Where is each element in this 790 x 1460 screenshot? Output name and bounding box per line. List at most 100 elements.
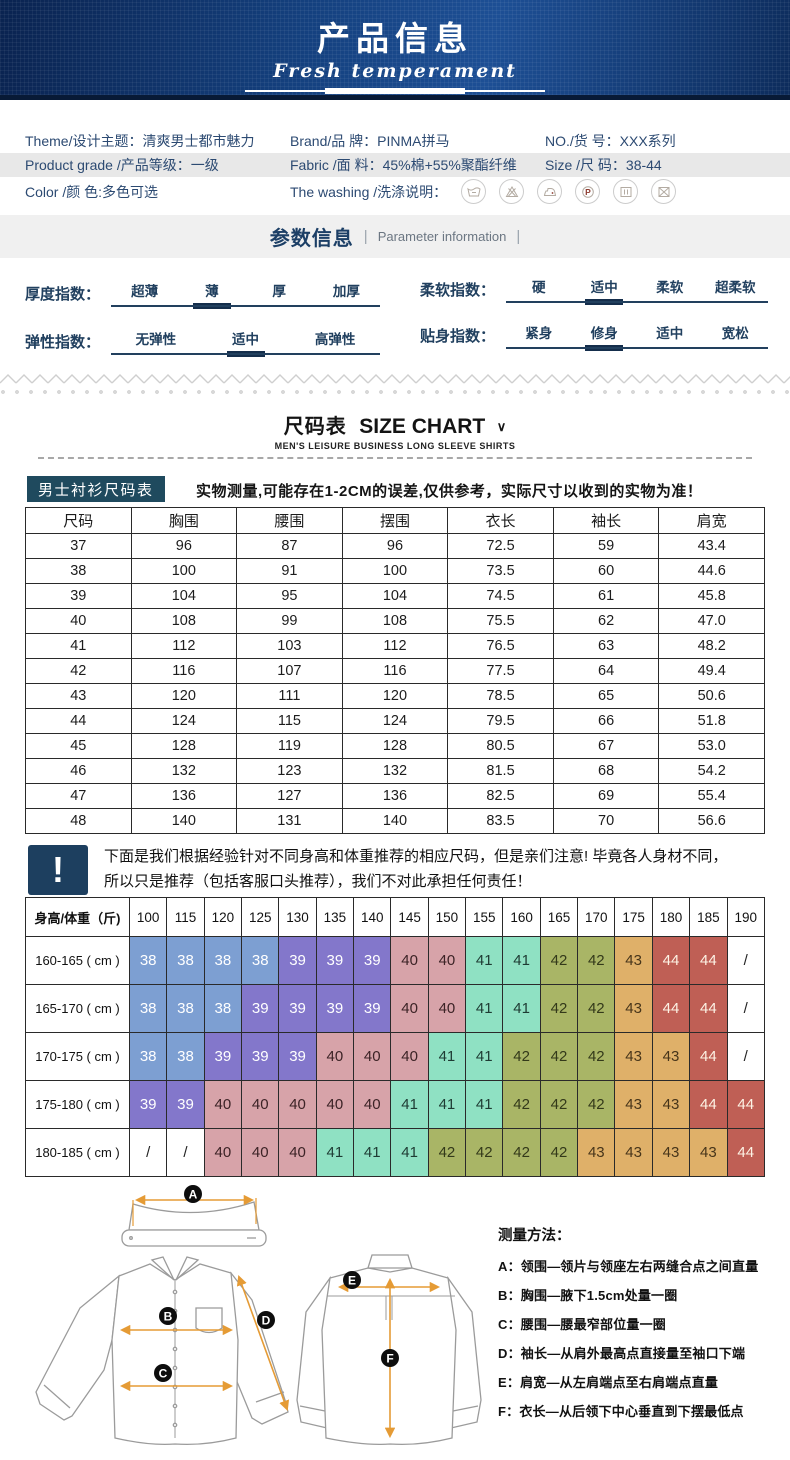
product-info-row: Color /颜 色:多色可选 The washing /洗涤说明： P bbox=[0, 178, 790, 205]
recommended-size-cell: 38 bbox=[166, 1032, 205, 1081]
measure-item: B：胸围—腋下1.5cm处量一圈 bbox=[498, 1288, 678, 1303]
size-cell: 104 bbox=[130, 583, 238, 609]
indicator-option: 紧身 bbox=[525, 326, 553, 341]
size-cell: 140 bbox=[130, 808, 238, 834]
size-table-row: 37 96 87 96 72.5 59 43.4 bbox=[25, 533, 765, 559]
recommended-size-cell: 39 bbox=[315, 984, 355, 1033]
measure-method: 测量方法： A：领围—领片与领座左右两缝合点之间直量 B：胸围—腋下1.5cm处量… bbox=[498, 1224, 786, 1430]
size-table-note: 实物测量,可能存在1-2CM的误差,仅供参考，实际尺寸以收到的实物为准！ bbox=[196, 483, 703, 500]
recommended-size-cell: 42 bbox=[539, 936, 579, 985]
size-cell: 59 bbox=[552, 533, 660, 559]
indicator-option: 厚 bbox=[272, 284, 286, 299]
recommended-size-cell: 39 bbox=[203, 1032, 243, 1081]
recommended-size-cell: 41 bbox=[427, 1080, 467, 1129]
size-cell: 112 bbox=[130, 633, 238, 659]
recommended-size-cell: 44 bbox=[689, 1032, 728, 1081]
recommended-size-cell: 40 bbox=[390, 936, 429, 985]
size-cell: 99 bbox=[236, 608, 343, 634]
recommended-size-cell: 38 bbox=[128, 984, 168, 1033]
size-cell: 38 bbox=[25, 558, 132, 584]
size-column-header: 肩宽 bbox=[658, 507, 765, 534]
washing-label: The washing /洗涤说明： bbox=[290, 183, 448, 200]
recommended-size-cell: 43 bbox=[614, 936, 653, 985]
size-cell: 112 bbox=[341, 633, 449, 659]
size-cell: 123 bbox=[236, 758, 343, 784]
recommended-size-cell: 40 bbox=[241, 1128, 280, 1177]
warning-text: 下面是我们根据经验针对不同身高和体重推荐的相应尺码，但是亲们注意! 毕竟各人身材… bbox=[104, 844, 769, 894]
indicator-option: 无弹性 bbox=[135, 332, 177, 347]
size-cell: 96 bbox=[130, 533, 238, 559]
svg-text:P: P bbox=[585, 187, 591, 197]
recommended-size-cell: / bbox=[726, 1032, 765, 1081]
indicator-scale: 无弹性 适中 高弹性 bbox=[111, 324, 380, 362]
size-cell: 40 bbox=[25, 608, 132, 634]
recommended-size-cell: 42 bbox=[502, 1080, 541, 1129]
size-table-row: 39 104 95 104 74.5 61 45.8 bbox=[25, 583, 765, 609]
weight-column-header: 130 bbox=[278, 897, 317, 937]
weight-column-header: 150 bbox=[427, 897, 467, 937]
size-table-row: 40 108 99 108 75.5 62 47.0 bbox=[25, 608, 765, 634]
recommended-size-cell: 44 bbox=[651, 984, 691, 1033]
indicator-option: 适中 bbox=[590, 280, 618, 295]
size-cell: 96 bbox=[341, 533, 449, 559]
recommended-size-cell: 42 bbox=[577, 936, 616, 985]
size-cell: 46 bbox=[25, 758, 132, 784]
banner-decoration-line bbox=[245, 87, 545, 95]
size-cell: 131 bbox=[236, 808, 343, 834]
height-row-label: 170-175 ( cm ) bbox=[25, 1032, 130, 1081]
chevron-down-icon: ∨ bbox=[496, 419, 507, 434]
softness-indicator: 柔软指数： 硬 适中 柔软 超柔软 bbox=[420, 272, 768, 310]
recommended-size-cell: 40 bbox=[390, 984, 429, 1033]
recommended-size-cell: 40 bbox=[315, 1032, 355, 1081]
recommended-size-cell: 42 bbox=[427, 1128, 467, 1177]
recommended-size-cell: 39 bbox=[166, 1080, 205, 1129]
size-cell: 43.4 bbox=[658, 533, 765, 559]
weight-column-header: 180 bbox=[651, 897, 691, 937]
recommended-size-cell: 39 bbox=[353, 936, 392, 985]
recommended-size-cell: 38 bbox=[241, 936, 280, 985]
measure-item: E：肩宽—从左肩端点至右肩端点直量 bbox=[498, 1375, 719, 1390]
measure-item: A：领围—领片与领座左右两缝合点之间直量 bbox=[498, 1259, 759, 1274]
weight-column-header: 125 bbox=[241, 897, 280, 937]
rec-table-header-row: 身高/体重（斤) 100 115 120 125 130 135 140 145 150 155 16… bbox=[25, 897, 765, 937]
recommended-size-cell: / bbox=[166, 1128, 205, 1177]
fabric-field: Fabric /面 料：45%棉+55%聚酯纤维 bbox=[290, 157, 517, 173]
recommended-size-cell: 44 bbox=[651, 936, 691, 985]
recommended-size-cell: 42 bbox=[502, 1032, 541, 1081]
rec-table-corner-header: 身高/体重（斤) bbox=[25, 897, 130, 937]
recommended-size-cell: 38 bbox=[203, 984, 243, 1033]
recommended-size-cell: 44 bbox=[726, 1080, 765, 1129]
recommended-size-cell: 41 bbox=[353, 1128, 392, 1177]
indicator-label: 厚度指数： bbox=[25, 286, 101, 303]
size-cell: 61 bbox=[552, 583, 660, 609]
weight-column-header: 120 bbox=[203, 897, 243, 937]
grade-field: Product grade /产品等级：一级 bbox=[25, 157, 219, 173]
weight-column-header: 170 bbox=[577, 897, 616, 937]
size-cell: 136 bbox=[341, 783, 449, 809]
size-cell: 68 bbox=[552, 758, 660, 784]
size-table-row: 43 120 111 120 78.5 65 50.6 bbox=[25, 683, 765, 709]
recommended-size-cell: 40 bbox=[353, 1080, 392, 1129]
wash-tub-icon bbox=[461, 179, 487, 204]
size-cell: 42 bbox=[25, 658, 132, 684]
recommended-size-cell: 44 bbox=[726, 1128, 765, 1177]
indicator-label: 贴身指数： bbox=[420, 328, 496, 345]
size-cell: 124 bbox=[341, 708, 449, 734]
size-cell: 140 bbox=[341, 808, 449, 834]
recommended-size-cell: 38 bbox=[128, 936, 168, 985]
recommended-size-cell: 43 bbox=[689, 1128, 728, 1177]
weight-column-header: 145 bbox=[390, 897, 429, 937]
size-cell: 47 bbox=[25, 783, 132, 809]
recommended-size-cell: 44 bbox=[689, 984, 728, 1033]
size-table-badge: 男士衬衫尺码表 bbox=[27, 476, 165, 502]
dashed-divider bbox=[38, 457, 752, 459]
size-cell: 45.8 bbox=[658, 583, 765, 609]
size-column-header: 摆围 bbox=[341, 507, 449, 534]
size-cell: 95 bbox=[236, 583, 343, 609]
size-cell: 74.5 bbox=[447, 583, 554, 609]
size-cell: 91 bbox=[236, 558, 343, 584]
size-cell: 111 bbox=[236, 683, 343, 709]
size-cell: 41 bbox=[25, 633, 132, 659]
indicator-label: 弹性指数： bbox=[25, 334, 101, 351]
